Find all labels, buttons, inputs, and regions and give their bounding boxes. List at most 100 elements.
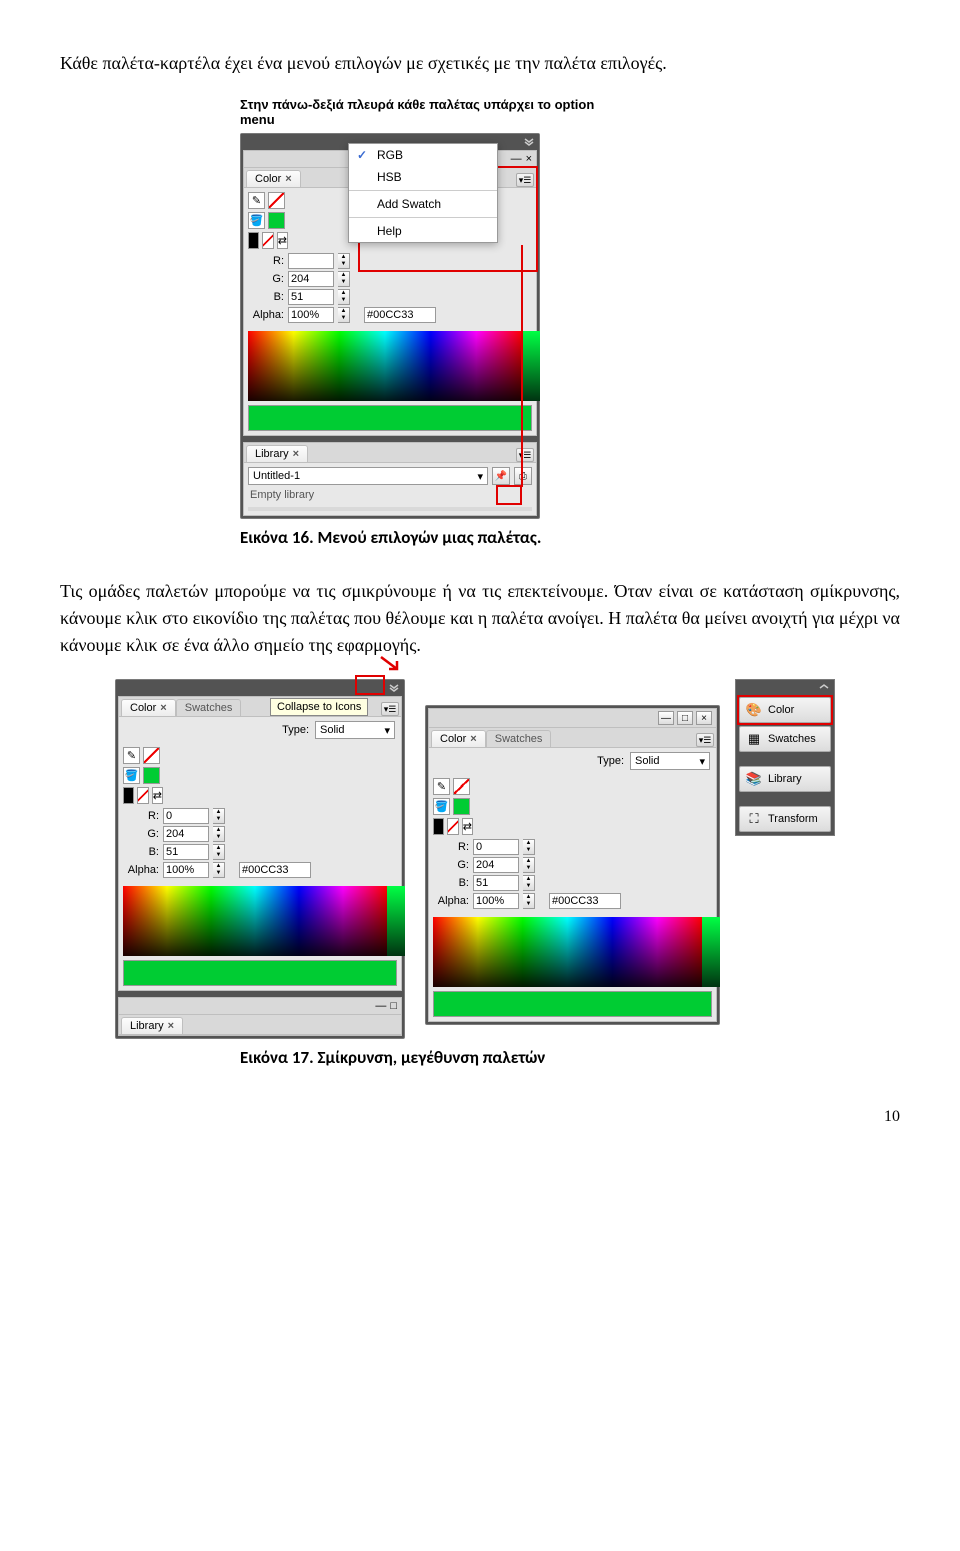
library-options-button[interactable]: ▾☰: [516, 448, 534, 462]
close-icon[interactable]: ×: [168, 1020, 174, 1032]
no-color-icon[interactable]: [137, 787, 148, 804]
brightness-strip[interactable]: [702, 917, 720, 987]
menu-separator: [349, 190, 497, 191]
bucket-icon[interactable]: 🪣: [433, 798, 450, 815]
b-input[interactable]: 51: [473, 875, 519, 891]
alpha-stepper[interactable]: ▲▼: [338, 307, 350, 323]
stepper[interactable]: ▲▼: [523, 857, 535, 873]
stepper[interactable]: ▲▼: [213, 826, 225, 842]
no-stroke-icon[interactable]: [143, 747, 160, 764]
maximize-icon[interactable]: □: [390, 1000, 397, 1012]
g-input[interactable]: 204: [473, 857, 519, 873]
bucket-icon[interactable]: 🪣: [123, 767, 140, 784]
brightness-strip[interactable]: [387, 886, 405, 956]
collapsed-swatches-label: Swatches: [768, 733, 816, 745]
library-doc-select[interactable]: Untitled-1▾: [248, 467, 488, 485]
intro-paragraph: Κάθε παλέτα-καρτέλα έχει ένα μενού επιλο…: [60, 50, 900, 77]
g-input[interactable]: 204: [288, 271, 334, 287]
g-stepper[interactable]: ▲▼: [338, 271, 350, 287]
color-spectrum[interactable]: [433, 917, 702, 987]
b-input[interactable]: 51: [163, 844, 209, 860]
r-input[interactable]: 0: [163, 808, 209, 824]
collapsed-grip[interactable]: [736, 680, 834, 694]
b-stepper[interactable]: ▲▼: [338, 289, 350, 305]
left-options-button[interactable]: ▾☰: [381, 702, 399, 716]
alpha-input[interactable]: 100%: [473, 893, 519, 909]
menu-help[interactable]: Help: [349, 220, 497, 242]
left-tab-library[interactable]: Library×: [121, 1017, 183, 1034]
default-colors-icon[interactable]: [433, 818, 444, 835]
hex-input[interactable]: #00CC33: [364, 307, 436, 323]
hex-input[interactable]: #00CC33: [549, 893, 621, 909]
stepper[interactable]: ▲▼: [523, 839, 535, 855]
figure-16: Στην πάνω-δεξιά πλευρά κάθε παλέτας υπάρ…: [240, 97, 600, 519]
swap-icon[interactable]: ⇄: [277, 232, 288, 249]
type-select[interactable]: Solid▾: [315, 721, 395, 739]
right-tab-swatches[interactable]: Swatches: [486, 730, 552, 747]
no-color-icon[interactable]: [447, 818, 458, 835]
g-input[interactable]: 204: [163, 826, 209, 842]
close-icon[interactable]: ×: [470, 733, 476, 745]
menu-rgb[interactable]: RGB: [349, 144, 497, 166]
pencil-icon[interactable]: ✎: [248, 192, 265, 209]
color-picker[interactable]: [123, 886, 405, 956]
minimize-icon[interactable]: —: [658, 711, 674, 725]
pencil-icon[interactable]: ✎: [433, 778, 450, 795]
hex-input[interactable]: #00CC33: [239, 862, 311, 878]
color-spectrum[interactable]: [248, 331, 522, 401]
color-spectrum[interactable]: [123, 886, 387, 956]
swap-icon[interactable]: ⇄: [462, 818, 473, 835]
stepper[interactable]: ▲▼: [213, 808, 225, 824]
stepper[interactable]: ▲▼: [523, 875, 535, 891]
stepper[interactable]: ▲▼: [523, 893, 535, 909]
right-options-button[interactable]: ▾☰: [696, 733, 714, 747]
tab-color[interactable]: Color ×: [246, 170, 301, 187]
collapsed-transform[interactable]: ⛶Transform: [739, 806, 831, 832]
alpha-input[interactable]: 100%: [288, 307, 334, 323]
collapsed-library[interactable]: 📚Library: [739, 766, 831, 792]
tab-close-icon[interactable]: ×: [285, 173, 291, 185]
b-input[interactable]: 51: [288, 289, 334, 305]
default-colors-icon[interactable]: [248, 232, 259, 249]
color-picker[interactable]: [433, 917, 720, 987]
alpha-input[interactable]: 100%: [163, 862, 209, 878]
fill-swatch[interactable]: [453, 798, 470, 815]
left-tab-swatches[interactable]: Swatches: [176, 699, 242, 716]
close-icon[interactable]: ×: [696, 711, 712, 725]
r-stepper[interactable]: ▲▼: [338, 253, 350, 269]
left-tab-color[interactable]: Color×: [121, 699, 176, 716]
mid-paragraph: Τις ομάδες παλετών μπορούμε να τις σμικρ…: [60, 578, 900, 659]
maximize-icon[interactable]: □: [677, 711, 693, 725]
color-picker[interactable]: [248, 331, 540, 401]
type-select[interactable]: Solid▾: [630, 752, 710, 770]
pencil-icon[interactable]: ✎: [123, 747, 140, 764]
menu-add-swatch[interactable]: Add Swatch: [349, 193, 497, 215]
close-icon[interactable]: ×: [160, 702, 166, 714]
brightness-strip[interactable]: [522, 331, 540, 401]
bucket-icon[interactable]: 🪣: [248, 212, 265, 229]
no-stroke-icon[interactable]: [453, 778, 470, 795]
close-icon[interactable]: ×: [526, 153, 532, 165]
stepper[interactable]: ▲▼: [213, 844, 225, 860]
minimize-icon[interactable]: —: [375, 1000, 386, 1012]
minimize-icon[interactable]: —: [511, 153, 522, 165]
no-color-icon[interactable]: [262, 232, 273, 249]
swap-icon[interactable]: ⇄: [152, 787, 163, 804]
tab-library-close-icon[interactable]: ×: [293, 448, 299, 460]
fill-swatch[interactable]: [268, 212, 285, 229]
r-input[interactable]: [288, 253, 334, 269]
tab-library[interactable]: Library ×: [246, 445, 308, 462]
stepper[interactable]: ▲▼: [213, 862, 225, 878]
right-tab-color[interactable]: Color×: [431, 730, 486, 747]
collapsed-swatches[interactable]: ▦Swatches: [739, 726, 831, 752]
library-panel-body: Library × ▾☰ Untitled-1▾ 📌 ⎙ Empty libra…: [243, 442, 537, 516]
fill-swatch[interactable]: [143, 767, 160, 784]
r-input[interactable]: 0: [473, 839, 519, 855]
default-colors-icon[interactable]: [123, 787, 134, 804]
new-symbol-icon[interactable]: ⎙: [514, 467, 532, 485]
color-preview: [123, 960, 397, 986]
red-arrow-icon: [377, 653, 403, 675]
no-stroke-icon[interactable]: [268, 192, 285, 209]
menu-hsb[interactable]: HSB: [349, 166, 497, 188]
pin-icon[interactable]: 📌: [492, 467, 510, 485]
